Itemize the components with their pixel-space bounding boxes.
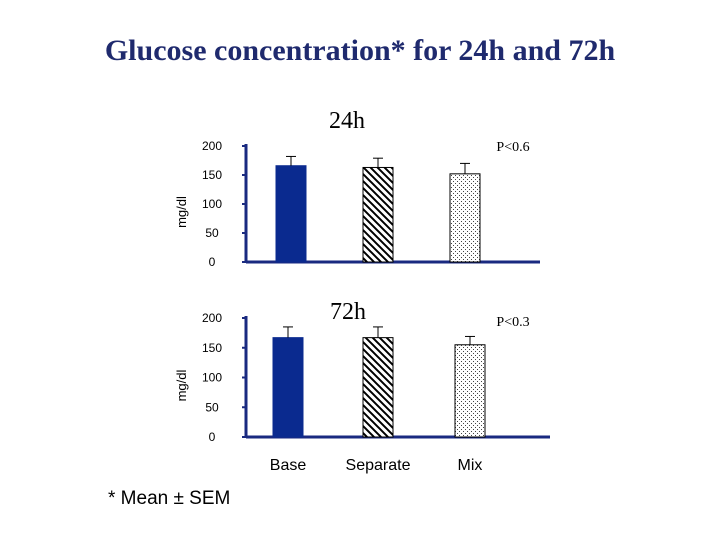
chart-1-bar-separate [362,166,394,263]
chart-1-p-value: P<0.6 [496,140,529,155]
chart-2-y-tick-label: 0 [209,430,216,444]
chart-2-bar-separate [362,337,394,438]
chart-2-y-tick-label: 100 [202,371,222,385]
chart-2-category-label: Mix [458,457,483,474]
chart-2-p-value: P<0.3 [496,315,529,330]
chart-2-y-axis-label: mg/dl [174,369,189,401]
chart-1-title: 24h [329,108,365,134]
chart-1-bar-base [275,165,307,263]
chart-2-bar-base [272,337,304,438]
slide-title: Glucose concentration* for 24h and 72h [104,34,616,67]
chart-1-bar-mix [449,173,481,263]
chart-2-y-tick-label: 200 [202,311,222,325]
chart-1-y-axis-label: mg/dl [174,196,189,228]
chart-2-y-tick-label: 50 [205,400,219,414]
footnote: * Mean ± SEM [108,488,231,509]
chart-2-y-tick-label: 150 [202,341,222,355]
chart-2-title: 72h [330,299,366,325]
chart-2-bar-mix [454,344,486,438]
chart-2-category-label: Base [270,457,307,474]
chart-1-y-tick-label: 200 [202,139,222,153]
chart-1-y-tick-label: 50 [205,226,219,240]
chart-1-y-tick-label: 150 [202,168,222,182]
chart-2-category-label: Separate [346,457,411,474]
chart-1-y-tick-label: 100 [202,197,222,211]
chart-1-y-tick-label: 0 [209,255,216,269]
